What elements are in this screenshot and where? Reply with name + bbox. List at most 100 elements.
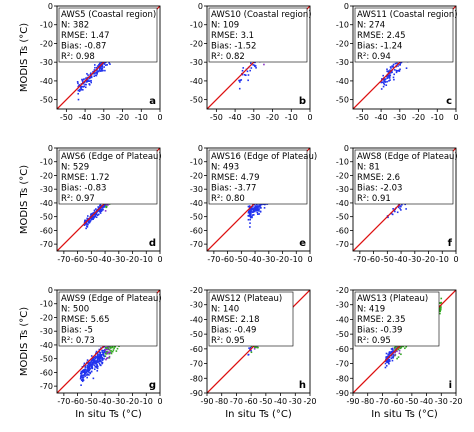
data-point [391, 71, 393, 74]
y-tick-label: 0 [344, 144, 349, 153]
y-tick-label: -80 [336, 374, 349, 383]
panel-i: -90 -80 -70 -60 -50 -40 -30 -20-90-80-70-60-50-… [336, 286, 463, 420]
data-point [251, 216, 253, 219]
panel-b: -50 -40 -30 -20 -10 0 -50 -40 -30 -20 -10 0 AWS10 (C… [190, 2, 313, 122]
x-tick-label: -70 [353, 255, 366, 264]
panel-letter: c [446, 96, 452, 107]
stat-line: R²: 0.98 [61, 52, 95, 62]
data-point [91, 362, 94, 365]
y-tick-label: -60 [190, 226, 203, 235]
data-point [387, 353, 390, 356]
data-point [382, 79, 385, 81]
data-point [386, 356, 388, 359]
station-title: AWS8 (Edge of Plateau) [357, 152, 458, 162]
data-point [92, 218, 94, 220]
data-point [82, 81, 84, 83]
data-point [93, 364, 96, 367]
x-tick-label: -30 [247, 113, 260, 122]
x-tick-label: 0 [157, 255, 162, 264]
data-point [386, 80, 388, 83]
x-tick-label: -40 [99, 255, 112, 264]
y-tick-label: -50 [190, 96, 203, 105]
x-tick-label: -40 [274, 397, 287, 406]
data-point [252, 207, 254, 210]
data-point [252, 64, 254, 66]
data-point [385, 84, 388, 86]
data-point [103, 345, 106, 348]
stat-line: RMSE: 1.72 [61, 173, 110, 183]
stat-line: Bias: -0.83 [61, 184, 106, 194]
stat-line: RMSE: 5.65 [61, 315, 110, 325]
data-point [96, 214, 99, 217]
data-point [394, 351, 396, 354]
data-point [94, 215, 96, 218]
y-tick-label: -40 [40, 341, 53, 350]
data-point [103, 205, 105, 207]
data-point [250, 349, 252, 352]
x-axis-label: In situ Ts (°C) [75, 409, 142, 420]
data-point [257, 205, 260, 208]
data-point [80, 88, 83, 90]
data-point [84, 219, 86, 222]
data-point [106, 203, 109, 206]
y-tick-label: -10 [336, 158, 349, 167]
data-point [87, 369, 90, 371]
station-title: AWS6 (Edge of Plateau) [61, 152, 162, 162]
data-point [87, 79, 89, 81]
data-point [388, 352, 391, 355]
data-point [103, 357, 105, 360]
data-point [391, 65, 393, 67]
y-tick-label: -50 [40, 213, 53, 222]
plot-frame [352, 147, 457, 252]
y-tick-label: 0 [48, 286, 53, 295]
x-tick-label: -80 [215, 397, 228, 406]
data-point [105, 348, 108, 351]
station-title: AWS5 (Coastal region) [61, 10, 156, 20]
data-point [249, 226, 251, 228]
data-point [388, 80, 390, 82]
y-tick-label: -10 [40, 300, 53, 309]
data-point [398, 352, 401, 355]
plot-frame [56, 289, 161, 394]
data-point [96, 354, 99, 357]
data-point [405, 67, 408, 69]
station-title: AWS16 (Edge of Plateau) [211, 152, 317, 162]
data-point [395, 71, 398, 74]
data-point [89, 363, 92, 366]
data-point [100, 355, 103, 358]
panel-g: -70 -60 -50 -40 -30 -20 -10 0-70-60-50-40-30-20… [19, 286, 163, 420]
data-point [77, 98, 80, 101]
data-point [107, 345, 109, 348]
data-point [254, 208, 256, 211]
data-point [259, 210, 262, 213]
data-point [238, 79, 240, 82]
data-point [255, 208, 257, 211]
data-point [95, 212, 98, 215]
data-point [392, 354, 394, 356]
data-point [109, 346, 111, 348]
data-point [101, 70, 103, 72]
data-point [255, 67, 257, 69]
y-tick-label: -90 [336, 389, 349, 398]
data-point [93, 64, 96, 66]
data-point [392, 357, 394, 359]
data-point [256, 206, 259, 209]
data-point [87, 366, 90, 369]
data-point [90, 79, 92, 82]
data-point [97, 357, 100, 360]
data-point [98, 68, 101, 70]
data-point [85, 83, 87, 86]
y-tick-label: -70 [40, 240, 53, 249]
y-tick-label: -20 [336, 39, 349, 48]
stat-line: Bias: -0.39 [357, 326, 402, 336]
data-point [103, 349, 106, 352]
data-point [89, 371, 91, 374]
y-tick-label: -70 [336, 240, 349, 249]
panel-letter: e [299, 238, 306, 249]
data-point [113, 346, 116, 348]
data-point [399, 62, 402, 64]
data-point [390, 71, 392, 74]
data-point [399, 347, 402, 350]
x-tick-label: -70 [57, 255, 70, 264]
data-point [94, 366, 97, 368]
